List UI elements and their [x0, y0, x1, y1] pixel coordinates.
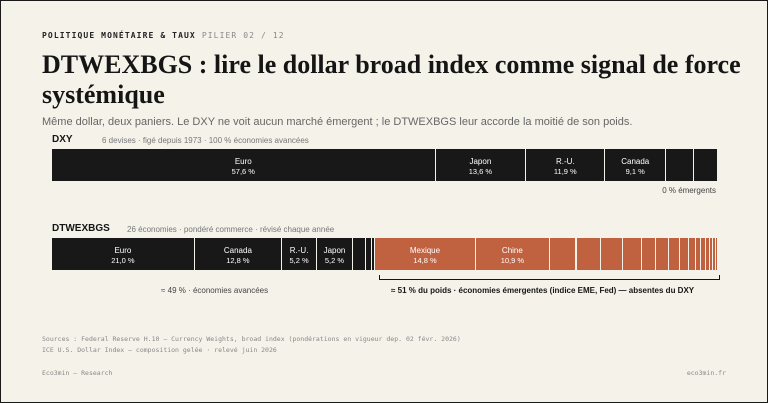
segment-name: Canada — [223, 246, 252, 255]
bar-segment: Euro 57,6 % — [52, 149, 436, 181]
bar-segment: Japon 13,6 % — [435, 149, 527, 181]
bar-segment — [709, 238, 714, 270]
kicker-label: POLITIQUE MONÉTAIRE & TAUX — [42, 31, 196, 40]
segment-name: Japon — [323, 246, 346, 255]
bar-segment — [656, 238, 670, 270]
bar-segment — [600, 238, 624, 270]
dxy-emerging-note: 0 % émergents — [662, 186, 716, 195]
page-subtitle: Même dollar, deux paniers. Le DXY ne voi… — [42, 116, 633, 128]
bar-segment — [669, 238, 680, 270]
segment-value-label: 11,9 % — [553, 167, 577, 176]
bar-segment — [641, 238, 657, 270]
bar-segment — [713, 238, 716, 270]
segment-value-label: 5,2 % — [324, 256, 345, 265]
segment-value-label: 13,6 % — [468, 167, 493, 176]
bar-segment — [715, 238, 718, 270]
bar-segment — [549, 238, 577, 270]
segment-value-label: 10,9 % — [500, 256, 525, 265]
sources: Sources : Federal Reserve H.10 — Currenc… — [42, 334, 461, 356]
bar-segment — [700, 238, 706, 270]
segment-name: Euro — [234, 157, 252, 166]
segment-name: Canada — [621, 157, 650, 166]
bar-segment — [352, 238, 366, 270]
advanced-share-note: ≈ 49 % · économies avancées — [161, 286, 269, 295]
emerging-share-note: ≈ 51 % du poids · économies émergentes (… — [391, 286, 695, 295]
bar-segment: Euro 21,0 % — [52, 238, 195, 270]
page-title: DTWEXBGS : lire le dollar broad index co… — [42, 50, 741, 109]
footer-brand: Eco3min — Research — [42, 369, 113, 377]
bar-segment: Mexique 14,8 % — [375, 238, 476, 270]
dtwexbgs-series-meta: 26 économies · pondéré commerce · révisé… — [127, 225, 335, 234]
segment-name: Japon — [469, 157, 492, 166]
footer-url[interactable]: eco3min.fr — [686, 369, 726, 377]
dtwexbgs-series-label: DTWEXBGS — [52, 223, 110, 234]
segment-name: Chine — [501, 246, 523, 255]
bar-segment: Chine 10,9 % — [475, 238, 550, 270]
segment-value-label: 12,8 % — [226, 256, 250, 265]
source-line: ICE U.S. Dollar Index — composition gelé… — [42, 346, 277, 354]
segment-value-label: 9,1 % — [625, 167, 645, 176]
segment-name: R.-U. — [289, 246, 309, 255]
segment-value-label: 14,8 % — [413, 256, 437, 265]
source-line: Sources : Federal Reserve H.10 — Currenc… — [42, 335, 461, 343]
dxy-series-label: DXY — [52, 134, 73, 145]
bar-segment — [623, 238, 642, 270]
segment-name: R.-U. — [555, 157, 575, 166]
bar-segment — [705, 238, 710, 270]
bar-segment — [372, 238, 376, 270]
bar-segment: R.-U. 11,9 % — [526, 149, 606, 181]
bar-segment — [695, 238, 701, 270]
segment-value-label: 21,0 % — [111, 256, 135, 265]
bar-segment — [576, 238, 601, 270]
bar-segment: R.-U. 5,2 % — [281, 238, 318, 270]
segment-name: Euro — [114, 246, 132, 255]
bar-segment — [679, 238, 689, 270]
dxy-stacked-bar: Euro 57,6 % Japon 13,6 % R.-U. 11,9 % Canada 9,… — [52, 149, 718, 181]
bar-segment — [666, 149, 695, 181]
kicker: POLITIQUE MONÉTAIRE & TAUX PILIER 02 / 12 — [42, 31, 285, 40]
dtwexbgs-stacked-bar: Euro 21,0 % Canada 12,8 % R.-U. 5,2 % Japon 5,2… — [52, 238, 718, 270]
bar-segment: Canada 9,1 % — [605, 149, 667, 181]
emerging-bracket — [379, 275, 720, 280]
bar-segment: Japon 5,2 % — [317, 238, 353, 270]
bar-segment — [365, 238, 373, 270]
bar-segment — [688, 238, 696, 270]
segment-value-label: 5,2 % — [289, 256, 309, 265]
segment-name: Mexique — [409, 246, 441, 255]
bar-segment: Canada 12,8 % — [194, 238, 282, 270]
dxy-series-meta: 6 devises · figé depuis 1973 · 100 % éco… — [102, 136, 309, 145]
segment-value-label: 57,6 % — [231, 167, 255, 176]
pillar-label: PILIER 02 / 12 — [201, 31, 285, 40]
bar-segment — [694, 149, 718, 181]
